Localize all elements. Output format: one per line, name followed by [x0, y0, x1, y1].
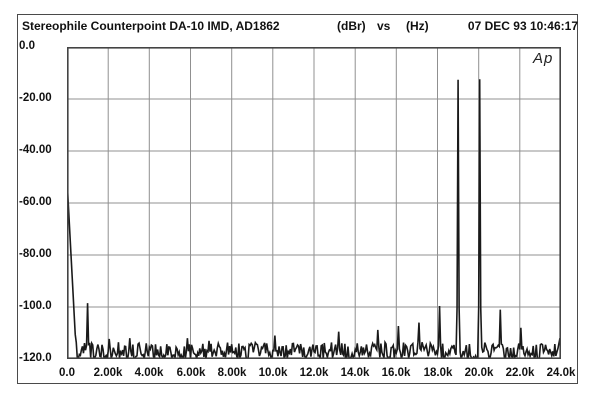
plot-border [67, 47, 561, 359]
y-tick-label: -60.00 [19, 196, 52, 208]
x-tick-label: 16.0k [381, 367, 411, 379]
outer-frame [17, 14, 578, 384]
y-tick-label: -120.0 [19, 352, 52, 364]
y-tick-label: -20.00 [19, 92, 52, 104]
x-tick-label: 18.0k [423, 367, 453, 379]
x-tick-label: 14.0k [340, 367, 370, 379]
x-tick-label: 20.0k [464, 367, 494, 379]
y-tick-label: -40.00 [19, 144, 52, 156]
y-unit-label: (dBr) [337, 19, 366, 33]
x-tick-label: 24.0k [546, 367, 576, 379]
x-tick-label: 6.00k [176, 367, 206, 379]
x-unit-label: (Hz) [406, 19, 429, 33]
x-tick-label: 10.0k [258, 367, 288, 379]
x-tick-label: 12.0k [299, 367, 329, 379]
x-tick-label: 22.0k [505, 367, 535, 379]
y-tick-label: -80.00 [19, 248, 52, 260]
spectrum-trace [67, 79, 561, 359]
timestamp-label: 07 DEC 93 10:46:17 [467, 19, 578, 33]
y-tick-label: -100.0 [19, 300, 52, 312]
chart-title: Stereophile Counterpoint DA-10 IMD, AD18… [22, 19, 280, 33]
audio-precision-logo: Ap [533, 50, 554, 67]
y-tick-label: 0.0 [19, 40, 35, 52]
x-tick-label: 2.00k [93, 367, 123, 379]
vs-label: vs [377, 19, 391, 33]
x-tick-label: 4.00k [134, 367, 164, 379]
spectrum-plot [67, 47, 561, 359]
x-tick-label: 0.0 [59, 367, 75, 379]
x-tick-label: 8.00k [217, 367, 247, 379]
